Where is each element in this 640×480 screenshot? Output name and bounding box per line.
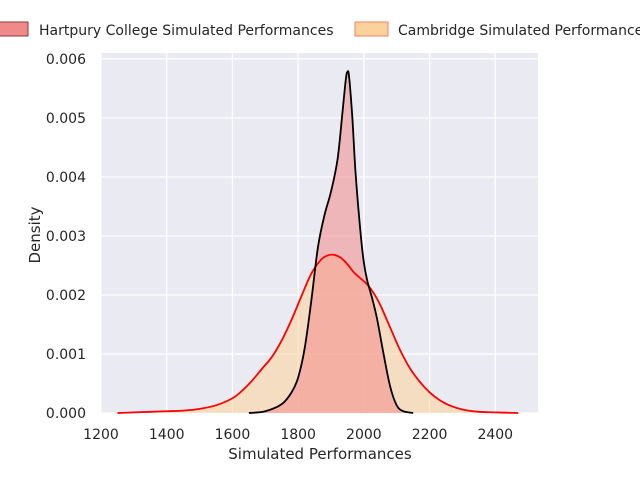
line-hartpury [248, 70, 414, 414]
y-tick-label: 0.003 [46, 229, 86, 245]
x-tick-label: 2200 [412, 427, 448, 443]
y-tick-label: 0.001 [46, 347, 86, 363]
density-lines [117, 70, 519, 414]
x-tick-label: 1400 [149, 427, 185, 443]
x-tick-label: 1200 [83, 427, 119, 443]
x-tick-label: 1600 [215, 427, 251, 443]
line-cambridge [117, 253, 519, 414]
legend-swatch-cambridge [354, 21, 389, 37]
x-tick-label: 2000 [346, 427, 382, 443]
y-tick-label: 0.006 [46, 52, 86, 68]
x-tick-label: 2400 [477, 427, 513, 443]
y-tick-label: 0.005 [46, 111, 86, 127]
y-tick-label: 0.002 [46, 288, 86, 304]
legend-swatch-hartpury [0, 21, 29, 37]
legend-label-hartpury: Hartpury College Simulated Performances [39, 23, 334, 39]
legend-label-cambridge: Cambridge Simulated Performances [398, 23, 640, 39]
density-areas [117, 71, 519, 413]
x-axis-ticks: 1200 1400 1600 1800 2000 2200 2400 [83, 427, 513, 443]
area-hartpury [248, 71, 414, 413]
legend: Hartpury College Simulated Performances … [0, 21, 640, 39]
x-tick-label: 1800 [280, 427, 316, 443]
x-axis-label: Simulated Performances [228, 445, 412, 463]
y-tick-label: 0.004 [46, 170, 86, 186]
y-axis-ticks: 0.000 0.001 0.002 0.003 0.004 0.005 0.006 [46, 52, 86, 422]
y-axis-label: Density [26, 206, 44, 263]
y-tick-label: 0.000 [46, 406, 86, 422]
